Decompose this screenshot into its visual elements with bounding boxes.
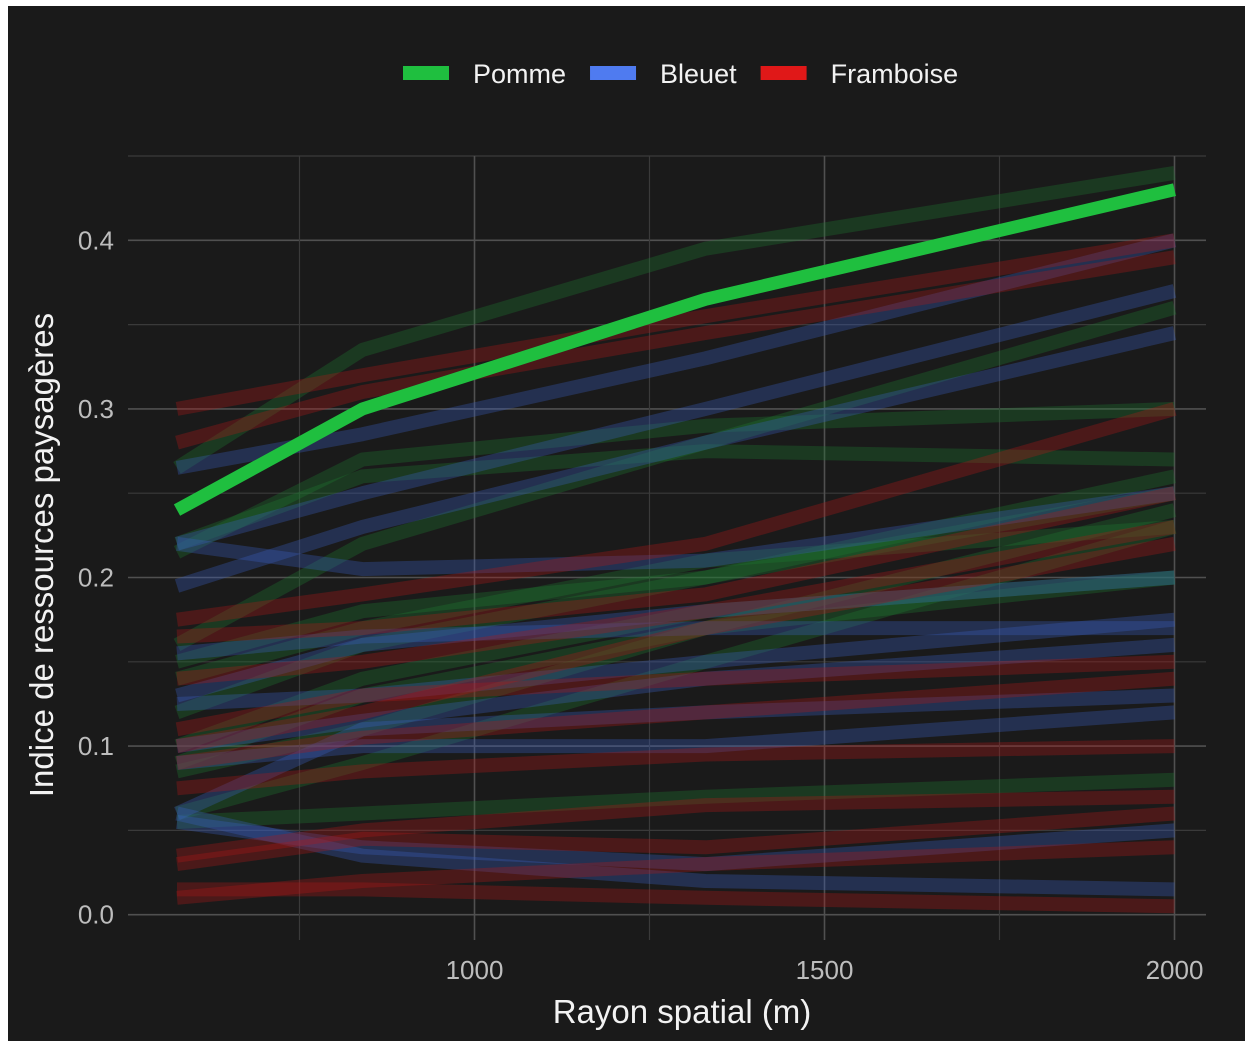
series-line-pomme-9 [176,772,1175,829]
series-line-bleuet-18 [176,612,1176,711]
gridlines [128,155,1206,940]
series-line-bleuet-17 [175,570,1176,703]
x-tick-label: 2000 [1146,955,1204,985]
series-line-framboise-36 [175,536,1176,753]
series-line-framboise-31 [176,739,1175,796]
highlight-series [173,183,1176,516]
legend-swatch [403,66,449,80]
series-line-framboise-27 [176,486,1176,644]
series-line-pomme-0 [173,165,1176,474]
series-line-pomme-4 [175,486,1176,669]
series-line-pomme-11 [175,519,1176,686]
series-line-pomme-highlight [173,183,1176,516]
y-tick-label: 0.0 [78,900,114,930]
series-line-framboise-34 [177,882,1175,914]
legend: Pomme Bleuet Framboise [403,59,958,89]
series-line-framboise-29 [175,654,1175,737]
series-line-framboise-30 [176,671,1176,770]
series-line-bleuet-12 [175,233,1177,475]
series-line-bleuet-19 [176,637,1176,754]
y-axis-title: Indice de ressources paysagères [23,313,60,797]
series-line-framboise-35 [176,840,1175,905]
background-series [173,165,1177,914]
series-line-pomme-6 [174,570,1176,770]
y-tick-label: 0.4 [78,225,114,255]
legend-label: Framboise [831,59,959,89]
legend-label: Bleuet [660,59,737,89]
line-chart: 0.0 0.1 0.2 0.3 0.4 1000 1500 2000 Rayon spatia… [23,59,1206,1030]
series-line-framboise-32 [176,789,1175,863]
y-tick-label: 0.2 [78,563,114,593]
series-line-pomme-3 [173,300,1177,652]
chart-panel: 0.0 0.1 0.2 0.3 0.4 1000 1500 2000 Rayon spatia… [8,6,1245,1041]
series-line-bleuet-20 [174,688,1175,820]
series-line-framboise-26 [176,402,1177,627]
series-line-framboise-33 [176,806,1176,872]
legend-item-bleuet: Bleuet [590,59,737,89]
x-tick-label: 1500 [796,955,854,985]
series-line-bleuet-13 [175,284,1177,551]
legend-swatch [590,66,637,80]
tick-labels: 0.0 0.1 0.2 0.3 0.4 1000 1500 2000 [78,225,1204,985]
series-line-pomme-10 [174,570,1176,753]
y-tick-label: 0.1 [78,731,114,761]
series-line-pomme-2 [174,444,1175,551]
x-tick-label: 1000 [446,955,504,985]
series-line-framboise-25 [175,250,1176,450]
legend-item-framboise: Framboise [760,59,959,89]
legend-label: Pomme [473,59,566,89]
series-line-pomme-5 [174,469,1176,719]
series-line-bleuet-16 [176,621,1175,661]
series-line-pomme-7 [175,503,1177,779]
series-line-framboise-24 [175,233,1176,416]
series-line-bleuet-14 [176,486,1176,577]
series-line-bleuet-22 [175,806,1175,897]
series-line-bleuet-15 [174,326,1177,593]
series-line-bleuet-23 [176,705,1176,770]
legend-swatch [760,66,807,80]
series-line-framboise-28 [176,520,1176,686]
y-tick-label: 0.3 [78,394,114,424]
series-line-pomme-8 [175,520,1177,821]
x-axis-title: Rayon spatial (m) [553,993,812,1030]
series-line-pomme-1 [173,401,1175,559]
series-line-bleuet-21 [176,815,1176,872]
legend-item-pomme: Pomme [403,59,566,89]
